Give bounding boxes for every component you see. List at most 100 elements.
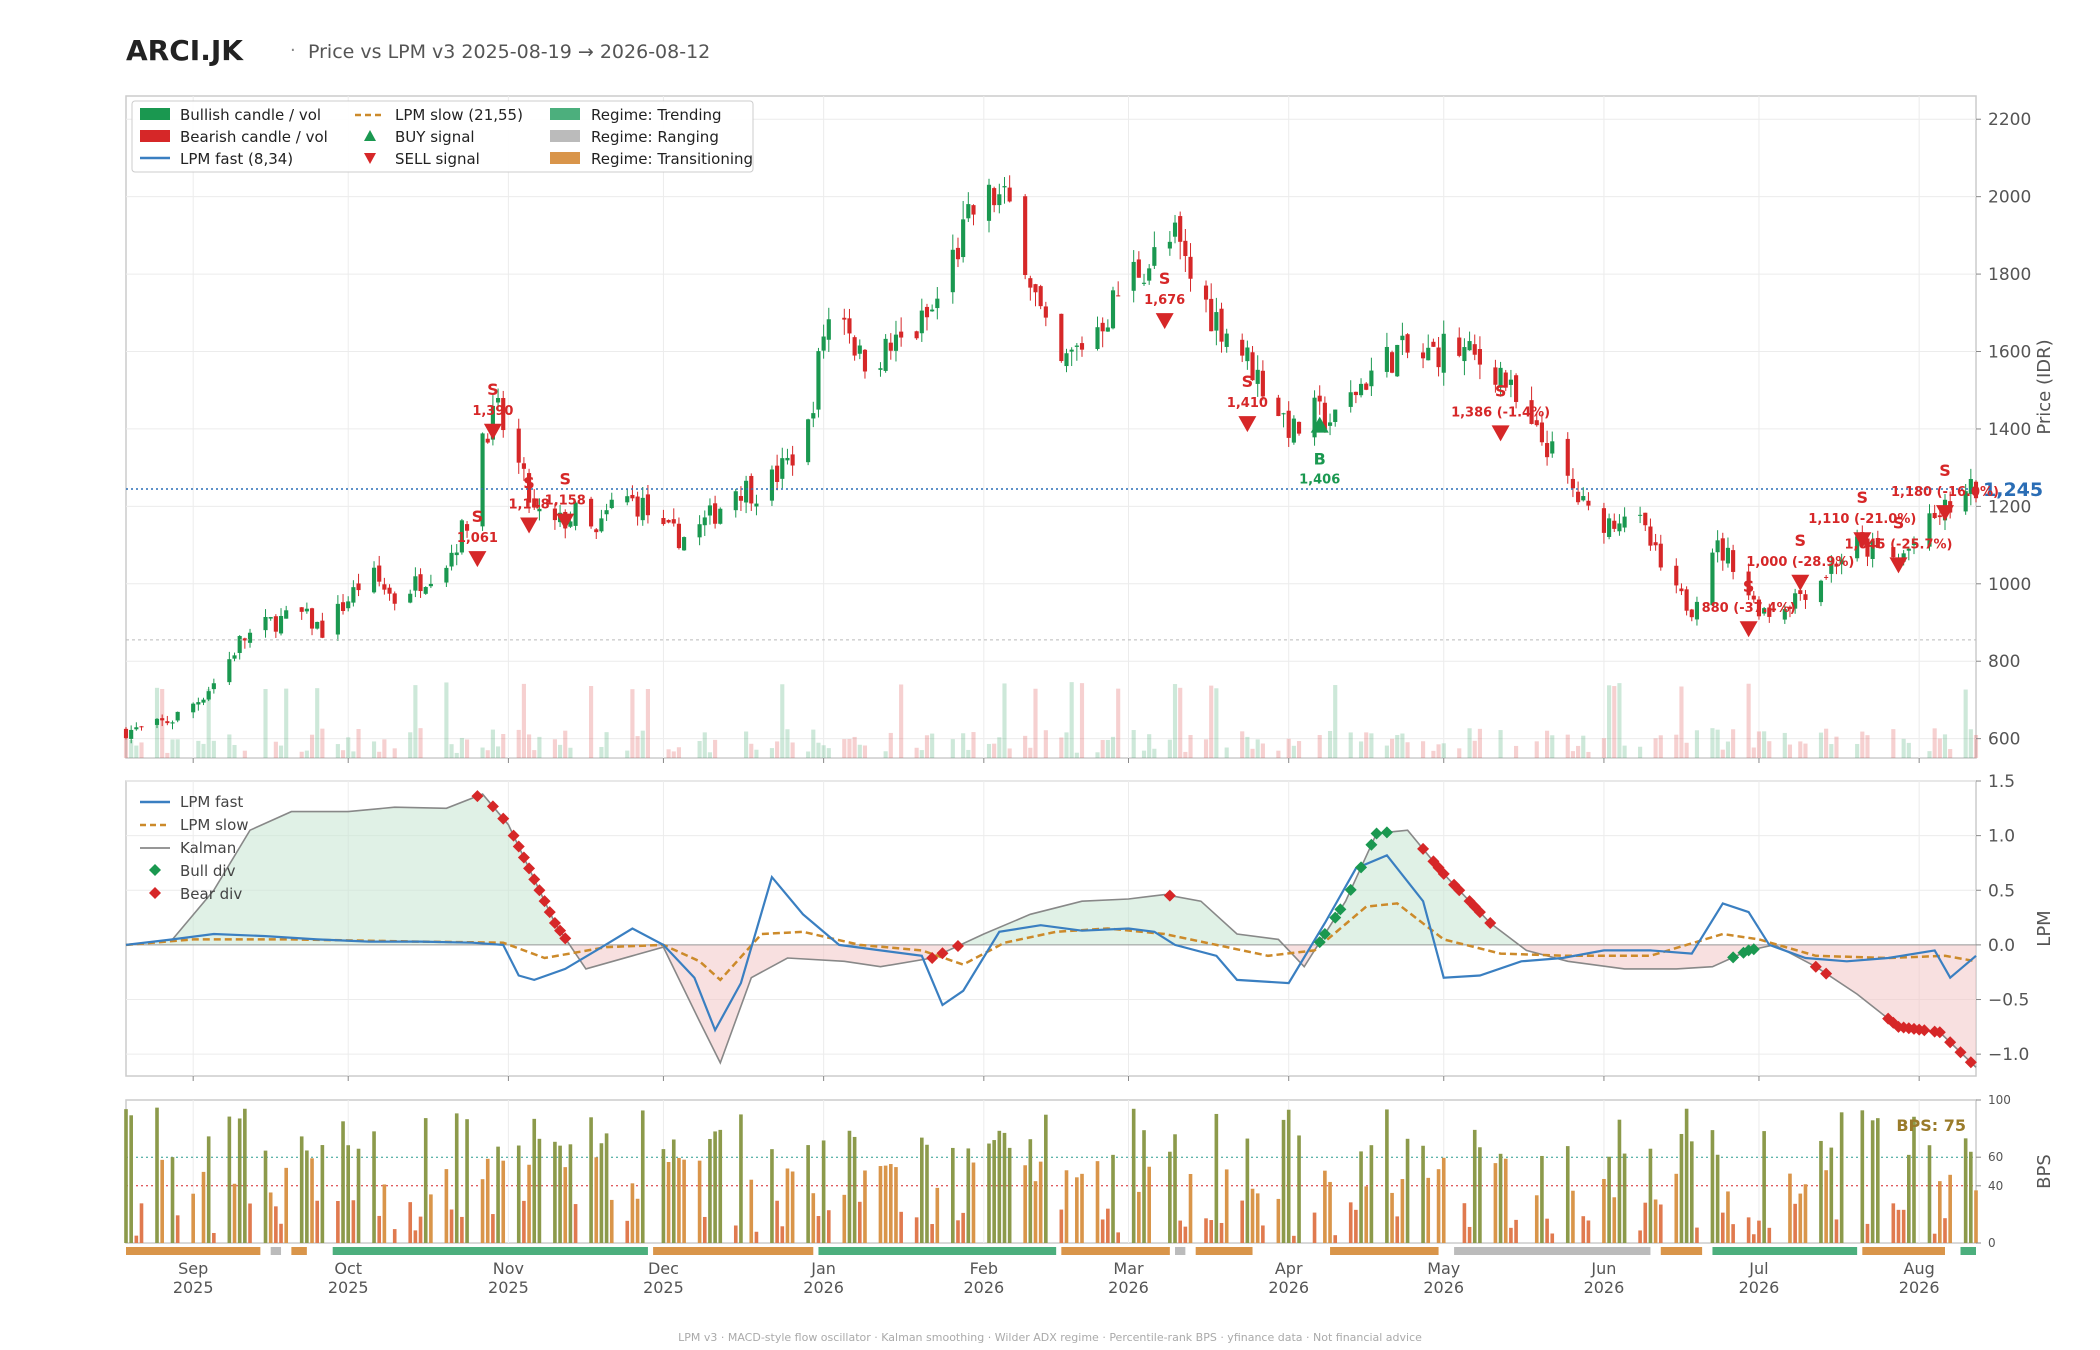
volume-bar [713, 739, 718, 758]
bps-bar [1927, 1145, 1932, 1243]
candle-bull [1968, 478, 1973, 494]
candle-bull [1906, 548, 1911, 551]
volume-bar [1436, 744, 1441, 758]
candle-bull [496, 397, 501, 403]
volume-bar [857, 744, 862, 758]
bps-bar [201, 1171, 206, 1243]
candle-bear [1932, 512, 1937, 518]
volume-bar [930, 733, 935, 758]
bps-bar [501, 1160, 506, 1243]
signal-letter: S [1242, 372, 1254, 391]
volume-bar [377, 751, 382, 758]
candle-bull [1147, 268, 1152, 281]
candle-bear [645, 494, 650, 516]
bps-bar [1819, 1140, 1823, 1243]
candle-bear [1364, 383, 1369, 390]
bear-div-marker [1453, 884, 1466, 897]
gridlines [126, 96, 1976, 1243]
signal-price-label: 1,045 (-25.7%) [1844, 537, 1952, 552]
bps-bar [1111, 1154, 1115, 1243]
bps-bar [1095, 1161, 1100, 1243]
volume-bar [950, 739, 955, 758]
candle-bull [1441, 333, 1446, 373]
bps-bar [491, 1214, 495, 1243]
candle-bear [1038, 286, 1043, 307]
bps-bar [604, 1133, 609, 1243]
x-tick-year: 2025 [173, 1278, 214, 1297]
candle-bull [351, 587, 356, 603]
x-tick-month: May [1427, 1259, 1460, 1278]
candle-bull [480, 433, 485, 527]
bps-bar [1131, 1108, 1136, 1243]
candle-bear [1643, 512, 1648, 526]
candle-bear [1033, 284, 1038, 293]
volume-bar [986, 743, 992, 758]
candle-bull [304, 608, 309, 612]
bps-bar [1788, 1173, 1792, 1243]
bear-div-marker [528, 873, 541, 886]
volume-bar [1545, 730, 1550, 758]
bps-bar [1876, 1118, 1880, 1243]
candle-bull [1829, 563, 1834, 574]
volume-bar [196, 740, 201, 758]
bps-bar [279, 1223, 283, 1243]
volume-bar [1276, 750, 1281, 758]
lpm-oscillator [125, 790, 1977, 1069]
candle-bear [299, 607, 304, 612]
candle-bear [1751, 595, 1756, 600]
bps-bar [372, 1131, 376, 1243]
x-tick-year: 2025 [643, 1278, 684, 1297]
volume-bar [371, 741, 377, 758]
bps-bar [1478, 1147, 1482, 1243]
candle-bear [852, 337, 857, 356]
legend-swatch-transitioning [550, 152, 580, 164]
bps-bar [1943, 1218, 1947, 1243]
volume-bar [847, 739, 852, 758]
bps-bar [1354, 1209, 1358, 1243]
volume-bar [744, 731, 749, 758]
volume-bar [227, 734, 232, 758]
candle-bull [1095, 327, 1100, 349]
candle-bear [899, 331, 904, 338]
volume-bar [640, 730, 645, 758]
candle-bull [857, 345, 862, 354]
candle-bull [780, 458, 785, 479]
volume-bar [1762, 731, 1767, 758]
candle-bear [1188, 256, 1193, 279]
candle-bear [1514, 375, 1519, 402]
volume-bar [1601, 738, 1606, 758]
bps-bar [920, 1137, 924, 1243]
volume-bar [1782, 732, 1787, 758]
candle-bull [206, 691, 211, 700]
x-tick-month: Apr [1275, 1259, 1303, 1278]
candle-bull [806, 419, 811, 463]
x-tick-month: Jun [1590, 1259, 1616, 1278]
bps-bar [1679, 1133, 1684, 1243]
bps-bar [1348, 1202, 1353, 1243]
volume-bar [320, 728, 325, 758]
x-tick-month: Oct [334, 1259, 362, 1278]
x-tick-year: 2025 [328, 1278, 369, 1297]
volume-bar [1074, 752, 1079, 758]
bps-bar [708, 1138, 712, 1243]
y-tick-price: 1800 [1988, 265, 2031, 285]
bps-bar [1395, 1216, 1400, 1243]
bps-bar [1333, 1235, 1338, 1243]
lpm-axis-label: LPM [2034, 910, 2055, 946]
bps-bar [1963, 1138, 1968, 1243]
bps-bar [1245, 1138, 1250, 1243]
volume-bar [1255, 739, 1260, 758]
candle-bear [1503, 372, 1508, 388]
y-tick-price: 1000 [1988, 575, 2031, 595]
bps-bar [1653, 1199, 1658, 1243]
regime-segment-trending [332, 1247, 648, 1255]
bps-bar [1385, 1109, 1389, 1243]
regime-segment-transitioning [653, 1247, 814, 1255]
volume-bar [1901, 738, 1906, 758]
volume-bar [1100, 740, 1105, 758]
volume-bar [589, 686, 594, 758]
y-tick-price: 2200 [1988, 110, 2031, 130]
volume-bar [1131, 730, 1136, 758]
volume-bar [862, 745, 868, 758]
volume-bar [1550, 735, 1555, 758]
